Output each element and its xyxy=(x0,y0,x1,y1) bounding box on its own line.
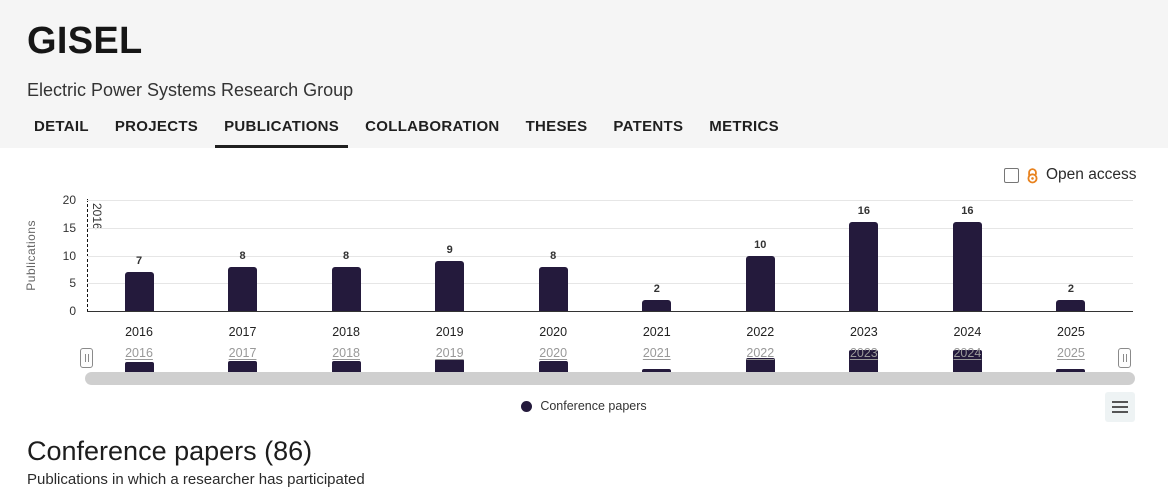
y-tick-label-0: 0 xyxy=(69,304,76,318)
navigator-bar-2021[interactable] xyxy=(642,369,672,372)
tab-projects[interactable]: PROJECTS xyxy=(114,118,199,135)
group-title: GISEL xyxy=(27,20,143,62)
navigator-label-text: 2024 xyxy=(953,346,982,360)
gridline-15 xyxy=(87,227,1133,229)
navigator-label-2022[interactable]: 2022 xyxy=(725,346,795,360)
tab-patents[interactable]: PATENTS xyxy=(613,118,684,135)
page-header: GISEL Electric Power Systems Research Gr… xyxy=(0,0,1168,148)
bar-value-2016: 7 xyxy=(135,255,143,268)
navigator-scrollbar-track[interactable] xyxy=(85,372,1135,385)
x-axis-line xyxy=(87,311,1133,312)
bar-value-2022: 10 xyxy=(754,238,767,251)
tab-detail[interactable]: DETAIL xyxy=(34,118,89,135)
navigator-left-handle grip-handle-icon[interactable] xyxy=(80,348,93,368)
bar-2023[interactable] xyxy=(849,222,879,311)
tab-publications[interactable]: PUBLICATIONS xyxy=(215,111,349,148)
x-axis-label-2021: 2021 xyxy=(642,325,671,339)
gridline-10 xyxy=(87,255,1133,257)
open-access-filter: Open access xyxy=(1004,166,1136,184)
tab-collaboration[interactable]: COLLABORATION xyxy=(365,118,500,135)
navigator-bar-2022[interactable] xyxy=(745,358,775,372)
y-tick-label-20: 20 xyxy=(62,193,76,207)
x-axis-label-2022: 2022 xyxy=(746,325,775,339)
navigator-bar-2024[interactable] xyxy=(952,349,982,372)
bar-value-2021: 2 xyxy=(653,282,660,295)
bar-2018[interactable] xyxy=(331,266,361,311)
navigator-bar-2025[interactable] xyxy=(1056,369,1086,372)
navigator-label-text: 2019 xyxy=(435,346,464,360)
x-axis-label-2025: 2025 xyxy=(1057,325,1085,339)
bar-2022[interactable] xyxy=(745,255,775,311)
navigator-label-2017[interactable]: 2017 xyxy=(208,346,278,360)
navigator-label-2021[interactable]: 2021 xyxy=(622,346,692,360)
bar-value-2018: 8 xyxy=(343,249,350,262)
x-axis-label-2023: 2023 xyxy=(849,325,878,339)
x-axis-label-2020: 2020 xyxy=(539,325,568,339)
x-axis-label-2024: 2024 xyxy=(953,325,982,339)
navigator-label-text: 2016 xyxy=(125,346,153,360)
gridline-5 xyxy=(87,283,1133,285)
navigator-label-text: 2021 xyxy=(642,346,671,360)
navigator-bar-2016[interactable] xyxy=(124,362,154,372)
open-access-lock-icon xyxy=(1027,167,1038,183)
group-subtitle: Electric Power Systems Research Group xyxy=(27,80,354,100)
navigator-label-2024[interactable]: 2024 xyxy=(932,346,1002,360)
legend-label: Conference papers xyxy=(540,399,647,413)
navigator-label-2025[interactable]: 2025 xyxy=(1036,346,1106,360)
navigator-label-text: 2025 xyxy=(1057,346,1085,360)
navigator-label-text: 2023 xyxy=(849,346,878,360)
navigator-bar-2019[interactable] xyxy=(435,359,465,372)
section-subheading: Publications in which a researcher has p… xyxy=(27,471,365,488)
navigator-right-handle grip-handle-icon[interactable] xyxy=(1118,348,1131,368)
navigator-bar-2018[interactable] xyxy=(331,360,361,372)
navigator-label-text: 2017 xyxy=(228,346,257,360)
x-axis-label-2016: 2016 xyxy=(125,325,153,339)
y-tick-label-15: 15 xyxy=(62,220,76,235)
y-tick-label-10: 10 xyxy=(62,248,76,263)
navigator-label-text: 2022 xyxy=(746,346,775,360)
bar-value-2023: 16 xyxy=(857,205,870,218)
bar-2019[interactable] xyxy=(435,261,465,311)
bar-2016[interactable] xyxy=(124,272,154,311)
navigator-label-2018[interactable]: 2018 xyxy=(311,346,381,360)
bar-value-2024: 16 xyxy=(961,205,974,218)
navigator-label-text: 2018 xyxy=(332,346,360,360)
bar-2021[interactable] xyxy=(642,299,672,311)
x-axis-label-2019: 2019 xyxy=(435,325,464,339)
navigator-bar-2017[interactable] xyxy=(228,360,258,372)
bar-2020[interactable] xyxy=(538,266,568,311)
plotline-label: 2016 xyxy=(90,203,104,230)
navigator-label-2023[interactable]: 2023 xyxy=(829,346,899,360)
bar-value-2019: 9 xyxy=(446,244,453,257)
bar-2024[interactable] xyxy=(952,222,982,311)
legend-item-conference-papers[interactable]: Conference papers xyxy=(0,399,1168,413)
navigator-bar-2020[interactable] xyxy=(538,360,568,372)
bar-2017[interactable] xyxy=(228,266,258,311)
y-tick-label-5: 5 xyxy=(69,276,76,291)
legend-marker-icon xyxy=(521,400,533,412)
bar-value-2020: 8 xyxy=(550,249,557,262)
open-access-checkbox[interactable] xyxy=(1004,167,1019,183)
chart-context-menu-button hamburger-menu-icon[interactable] xyxy=(1105,392,1135,422)
x-axis-label-2017: 2017 xyxy=(228,325,257,339)
gridline-20 xyxy=(87,200,1133,201)
navigator-bar-2023[interactable] xyxy=(849,349,879,372)
x-axis-label-2018: 2018 xyxy=(332,325,360,339)
navigator-label-2019[interactable]: 2019 xyxy=(415,346,485,360)
y-axis-title: Publications xyxy=(24,220,38,291)
open-access-label[interactable]: Open access xyxy=(1046,166,1137,183)
navigator-label-2020[interactable]: 2020 xyxy=(518,346,588,360)
tab-theses[interactable]: THESES xyxy=(525,118,588,135)
navigator-label-2016[interactable]: 2016 xyxy=(104,346,174,360)
tab-metrics[interactable]: METRICS xyxy=(709,118,779,135)
section-heading: Conference papers (86) xyxy=(27,436,313,466)
navigator-label-text: 2020 xyxy=(539,346,568,360)
bar-value-2017: 8 xyxy=(239,249,246,262)
bar-value-2025: 2 xyxy=(1067,282,1074,295)
bar-2025[interactable] xyxy=(1056,299,1086,311)
nav-tabs: DETAIL PROJECTS PUBLICATIONS COLLABORATION T… xyxy=(25,111,788,148)
